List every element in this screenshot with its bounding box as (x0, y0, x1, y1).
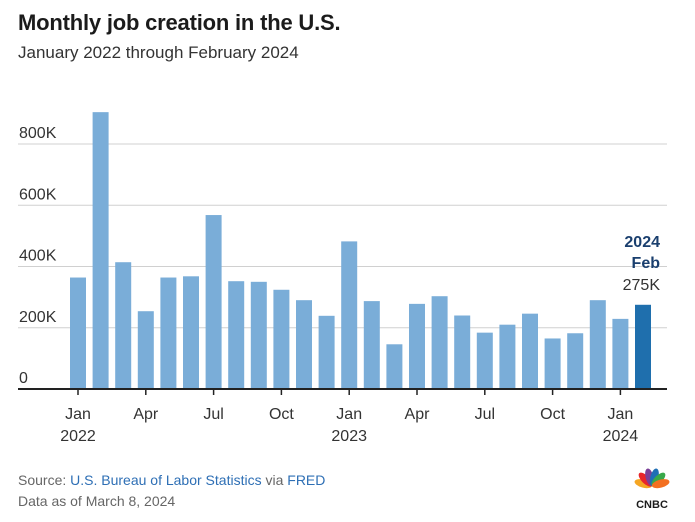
bar (544, 338, 561, 389)
x-tick-month-label: Jan (65, 406, 91, 423)
x-tick-month-label: Jan (608, 406, 634, 423)
bar (250, 281, 267, 389)
bar (92, 112, 109, 390)
x-axis-labels: Jan 2022 Apr Jul Oct Jan 2023 Apr Jul Oct Jan 2024 (60, 406, 638, 445)
x-tick-year-label: 2022 (60, 428, 96, 445)
data-date-note: Data as of March 8, 2024 (18, 493, 176, 509)
bar (318, 315, 335, 389)
bar (273, 289, 290, 389)
bar (137, 311, 154, 389)
x-tick-year-label: 2024 (603, 428, 639, 445)
source-line: Source: U.S. Bureau of Labor Statistics … (18, 470, 325, 491)
source-note: Source: U.S. Bureau of Labor Statistics … (18, 470, 325, 512)
annotation-year: 2024 (624, 234, 660, 251)
x-tick-year-label: 2023 (331, 428, 367, 445)
y-tick-label: 800K (19, 125, 57, 142)
bar (431, 296, 448, 389)
bar (612, 318, 629, 389)
source-via: via (261, 472, 288, 488)
bar (70, 277, 86, 389)
bar (386, 344, 403, 389)
bar (228, 281, 245, 389)
bar (341, 241, 358, 389)
x-tick-month-label: Oct (540, 406, 565, 423)
bar (205, 215, 222, 389)
x-tick-month-label: Jan (336, 406, 362, 423)
x-tick-month-label: Apr (405, 406, 431, 423)
source-org-link[interactable]: U.S. Bureau of Labor Statistics (70, 472, 262, 488)
bar (160, 277, 177, 389)
bar (115, 262, 132, 389)
x-tick-month-label: Jul (475, 406, 495, 423)
annotation-value: 275K (623, 277, 661, 294)
bar (499, 324, 516, 389)
annotation: 2024 Feb 275K (623, 234, 661, 294)
x-tick-month-label: Oct (269, 406, 294, 423)
y-tick-label: 600K (19, 186, 57, 203)
bar (589, 300, 606, 389)
y-tick-label: 400K (19, 248, 57, 265)
x-tick-month-label: Apr (133, 406, 159, 423)
bar (183, 276, 199, 389)
chart-subtitle: January 2022 through February 2024 (18, 43, 299, 62)
source-prefix: Source: (18, 472, 71, 488)
annotation-month: Feb (632, 255, 661, 272)
bar (296, 300, 312, 389)
bar (522, 313, 538, 389)
bar (476, 332, 493, 389)
x-axis (18, 388, 667, 395)
y-axis-labels: 0 200K 400K 600K 800K (19, 125, 57, 387)
bar (363, 301, 380, 389)
cnbc-logo-text: CNBC (636, 499, 668, 510)
bar (409, 303, 425, 389)
bars (70, 112, 651, 390)
chart-title: Monthly job creation in the U.S. (18, 10, 341, 35)
x-tick-month-label: Jul (203, 406, 223, 423)
y-tick-label: 0 (19, 370, 28, 387)
source-site-link[interactable]: FRED (287, 472, 326, 488)
bar-highlighted (635, 304, 651, 389)
bar (567, 333, 584, 389)
bar (454, 315, 471, 389)
cnbc-logo: CNBC (628, 468, 676, 511)
y-tick-label: 200K (19, 309, 57, 326)
